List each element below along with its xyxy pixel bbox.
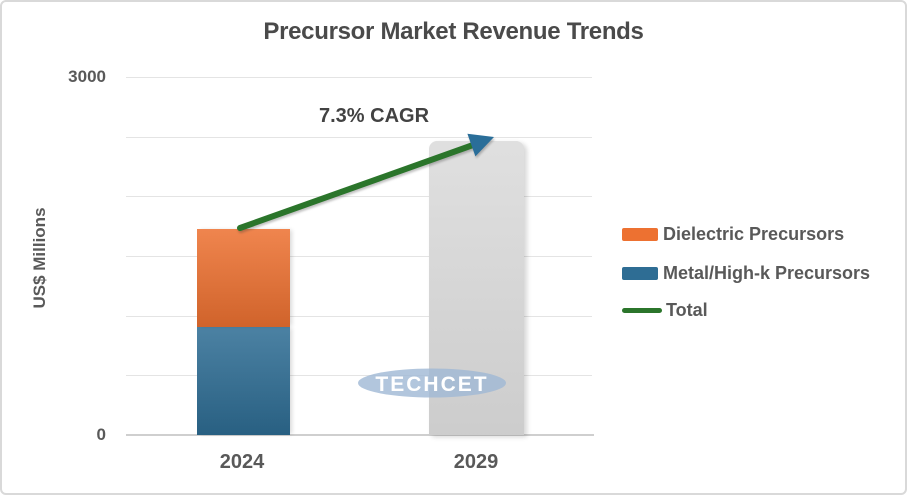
bar-2024-metal-highk (197, 327, 290, 435)
y-tick-3000: 3000 (68, 67, 106, 86)
legend-item-total: Total (622, 300, 708, 320)
legend-swatch-metal-highk (622, 266, 658, 280)
bar-2024-dielectric (197, 229, 290, 327)
gridline-3000 (126, 77, 592, 78)
legend-line-total (622, 307, 662, 313)
gridline-1500 (126, 256, 592, 257)
legend-item-dielectric: Dielectric Precursors (622, 224, 844, 244)
y-tick-0: 0 (96, 425, 106, 444)
legend-swatch-dielectric (622, 227, 658, 241)
x-label-2024: 2024 (219, 451, 265, 473)
legend-label-total: Total (666, 300, 708, 320)
y-axis-title: US$ Millions (30, 207, 49, 309)
x-axis-line (126, 434, 594, 436)
bar-2029-total-projected (429, 141, 524, 435)
legend-label-dielectric: Dielectric Precursors (663, 224, 845, 244)
gridline-1000 (126, 316, 592, 317)
cagr-annotation: 7.3% CAGR (318, 105, 430, 127)
chart-title: Precursor Market Revenue Trends (263, 18, 644, 45)
legend-label-metal-highk: Metal/High-k Precursors (663, 263, 871, 283)
legend-item-metal-highk: Metal/High-k Precursors (622, 263, 870, 283)
x-label-2029: 2029 (453, 451, 499, 473)
gridline-2500 (126, 137, 592, 138)
